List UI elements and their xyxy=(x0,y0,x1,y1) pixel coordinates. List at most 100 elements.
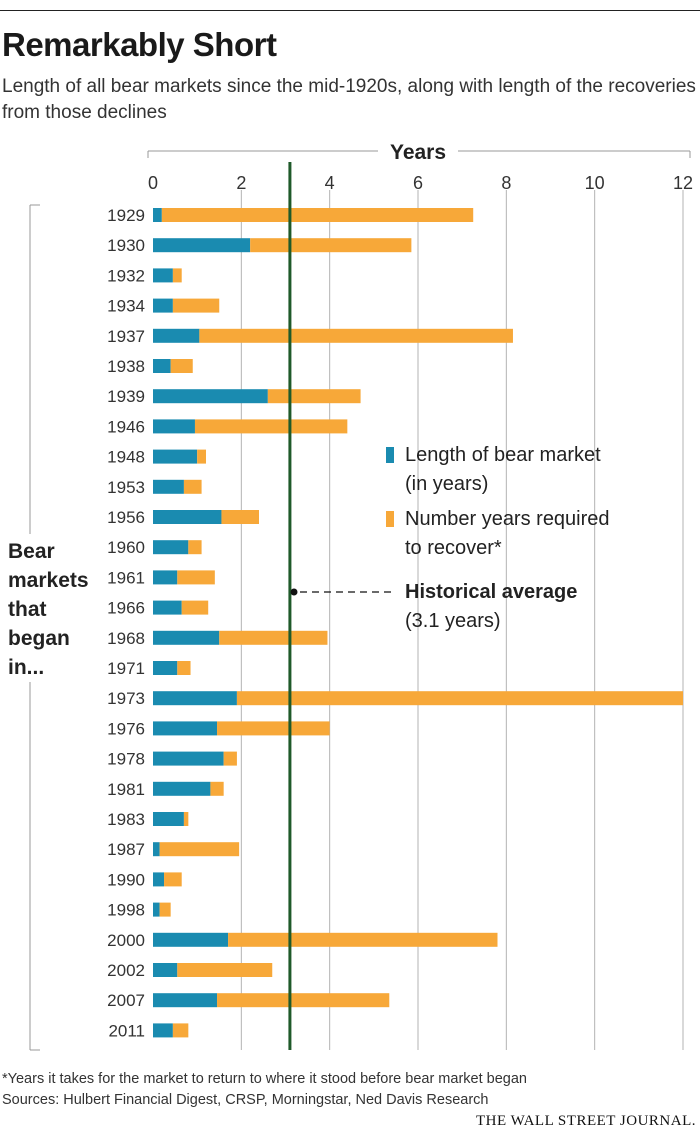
category-label: 1934 xyxy=(107,297,145,316)
bear-market-bar xyxy=(153,479,184,494)
category-label: 1973 xyxy=(107,689,145,708)
bear-market-bar xyxy=(153,389,268,404)
bear-market-bar xyxy=(153,268,173,283)
category-label: 1929 xyxy=(107,206,145,225)
category-label: 1937 xyxy=(107,327,145,346)
sources: Sources: Hulbert Financial Digest, CRSP,… xyxy=(2,1092,489,1108)
category-label: 1960 xyxy=(107,538,145,557)
bear-market-bar xyxy=(153,298,173,313)
x-tick-label: 12 xyxy=(673,173,693,193)
category-label: 1939 xyxy=(107,387,145,406)
recovery-bar xyxy=(188,540,202,555)
bear-market-bar xyxy=(153,540,189,555)
category-label: 1987 xyxy=(107,840,145,859)
recovery-bar xyxy=(217,721,330,736)
legend-swatch xyxy=(386,447,394,463)
chart-subtitle: Length of all bear markets since the mid… xyxy=(2,76,696,123)
category-label: 1930 xyxy=(107,236,145,255)
bear-market-bar xyxy=(153,570,178,585)
recovery-bar xyxy=(159,842,240,857)
category-label: 1948 xyxy=(107,448,145,467)
recovery-bar xyxy=(194,419,348,434)
average-annotation-label: Historical average xyxy=(405,581,577,603)
legend-label: Length of bear market xyxy=(405,444,601,466)
x-tick-label: 10 xyxy=(585,173,605,193)
bear-market-bar xyxy=(153,359,171,373)
bear-market-bar xyxy=(153,238,251,253)
footnote: *Years it takes for the market to return… xyxy=(2,1071,527,1087)
recovery-bar xyxy=(172,268,182,283)
recovery-bar xyxy=(161,208,474,222)
bear-market-bar xyxy=(153,842,160,857)
x-tick-label: 4 xyxy=(325,173,335,193)
brand-logo: THE WALL STREET JOURNAL. xyxy=(475,1113,696,1129)
recovery-bar xyxy=(210,781,224,796)
bear-market-bar xyxy=(153,691,237,706)
x-axis-label: Years xyxy=(390,141,446,164)
bear-market-bar xyxy=(153,721,218,736)
bear-market-bar xyxy=(153,781,211,796)
average-annotation-value: (3.1 years) xyxy=(405,610,501,632)
category-label: 2007 xyxy=(107,991,145,1010)
recovery-bar xyxy=(183,479,202,494)
bear-market-bar xyxy=(153,902,160,917)
recovery-bar xyxy=(183,812,189,826)
recovery-bar xyxy=(217,993,390,1008)
x-tick-label: 6 xyxy=(413,173,423,193)
recovery-bar xyxy=(221,510,259,524)
category-label: 1966 xyxy=(107,599,145,618)
recovery-bar xyxy=(267,389,361,404)
category-label: 1938 xyxy=(107,357,145,376)
x-tick-label: 2 xyxy=(236,173,246,193)
legend-label: Number years required xyxy=(405,508,610,530)
recovery-bar xyxy=(219,630,328,645)
bear-market-bar xyxy=(153,208,162,222)
y-axis-group-label: began xyxy=(8,627,70,650)
category-label: 1956 xyxy=(107,508,145,527)
category-label: 1976 xyxy=(107,719,145,738)
recovery-bar xyxy=(164,872,182,887)
bear-market-bar xyxy=(153,932,229,947)
recovery-bar xyxy=(159,902,171,917)
y-axis-group-label: that xyxy=(8,598,47,621)
recovery-bar xyxy=(177,570,215,585)
x-tick-label: 0 xyxy=(148,173,158,193)
bear-market-bar xyxy=(153,1023,173,1038)
legend-swatch xyxy=(386,511,394,527)
category-label: 1953 xyxy=(107,478,145,497)
bear-market-bar xyxy=(153,751,224,766)
category-label: 2002 xyxy=(107,961,145,980)
bear-market-bar xyxy=(153,661,178,675)
bear-market-bar xyxy=(153,419,195,434)
category-label: 1932 xyxy=(107,266,145,285)
bear-market-bar xyxy=(153,993,218,1008)
category-label: 1981 xyxy=(107,780,145,799)
top-rule xyxy=(0,10,700,11)
category-label: 2011 xyxy=(108,1021,145,1040)
recovery-bar xyxy=(223,751,237,766)
x-tick-label: 8 xyxy=(501,173,511,193)
category-label: 1946 xyxy=(107,417,145,436)
legend-label: (in years) xyxy=(405,473,488,495)
category-label: 2000 xyxy=(107,931,145,950)
category-label: 1978 xyxy=(107,750,145,769)
recovery-bar xyxy=(177,963,273,977)
bear-market-bar xyxy=(153,510,222,524)
chart-title: Remarkably Short xyxy=(2,26,277,63)
bear-market-bar xyxy=(153,872,165,887)
recovery-bar xyxy=(197,449,206,464)
category-label: 1971 xyxy=(107,659,145,678)
y-axis-group-label: in... xyxy=(8,656,44,679)
bear-market-bar xyxy=(153,449,198,464)
recovery-bar xyxy=(170,359,193,373)
bear-market-bar xyxy=(153,963,178,977)
recovery-bar xyxy=(228,932,498,947)
recovery-bar xyxy=(172,1023,189,1038)
recovery-bar xyxy=(250,238,412,253)
recovery-bar xyxy=(181,600,209,615)
recovery-bar xyxy=(172,298,220,313)
category-label: 1998 xyxy=(107,901,145,920)
average-marker xyxy=(290,588,298,596)
recovery-bar xyxy=(177,661,191,675)
